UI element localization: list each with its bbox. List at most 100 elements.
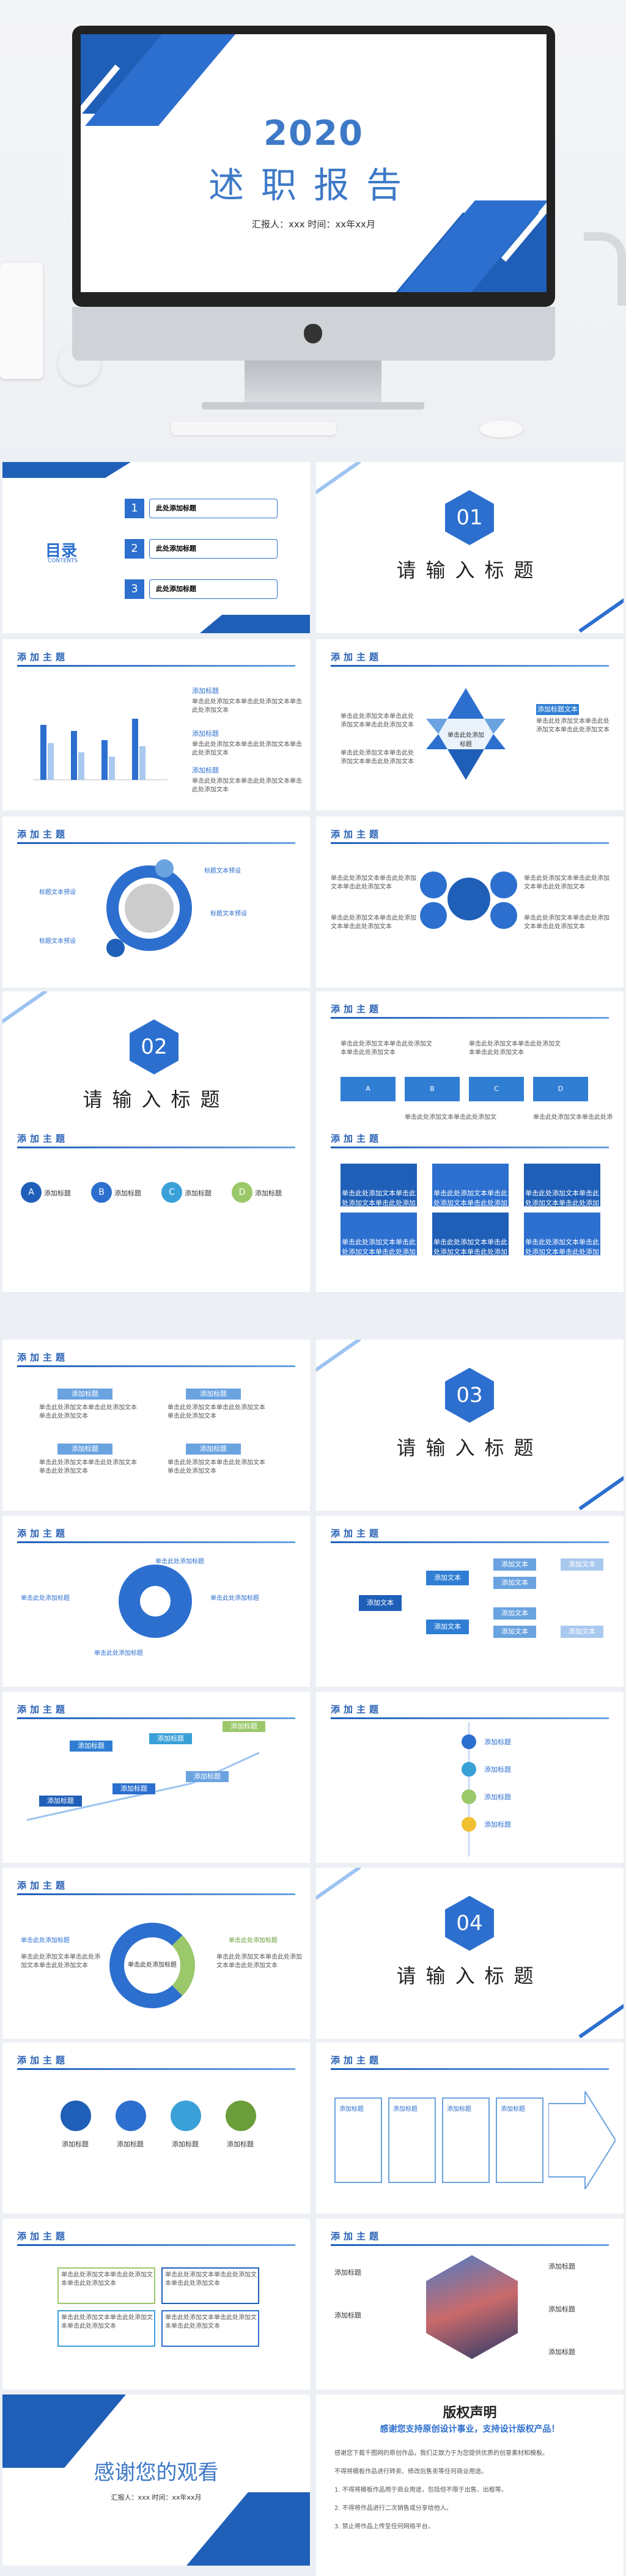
label-add-title: 添加标题 xyxy=(255,1189,282,1197)
slide-header: 添加主题 xyxy=(331,2231,383,2242)
header-line xyxy=(17,1365,295,1367)
monitor-screen: 2020 述职报告 汇报人：xxx 时间：xx年xx月 xyxy=(81,34,547,292)
tree-leaf: 添加文本 xyxy=(493,1607,536,1620)
label-click-add: 单击此处添加标题 xyxy=(155,1558,204,1565)
keyboard-image xyxy=(171,422,336,435)
header-line xyxy=(331,2244,609,2246)
header-line xyxy=(331,1017,609,1019)
label-add-title: 添加标题 xyxy=(447,2106,471,2113)
label-click-add: 单击此处添加标题 xyxy=(21,1937,70,1944)
header-line xyxy=(331,1541,609,1543)
feature-icon xyxy=(171,2101,201,2131)
tree-root: 添加文本 xyxy=(359,1595,402,1611)
section-number: 04 xyxy=(445,1896,494,1951)
card-title: 添加标题 xyxy=(57,1389,112,1400)
body-text: 单击此处添加文本单击此处添加文本单击此处添加文本 xyxy=(341,713,414,728)
label-add-title: 添加标题 xyxy=(501,2106,525,2113)
slide-header: 添加主题 xyxy=(331,1528,383,1539)
stage-title: 添加标题 xyxy=(112,1783,155,1794)
node xyxy=(420,902,447,929)
label-add-title: 添加标题 xyxy=(192,766,219,774)
body-text: 单击此处添加文本单击此处添加文本单击此处添加文本 xyxy=(168,1459,265,1475)
toc-label: 此处添加标题 xyxy=(149,539,278,559)
label-add-title: 添加标题 xyxy=(339,2106,364,2113)
slide-header: 添加主题 xyxy=(17,1880,69,1891)
process-card xyxy=(442,2097,490,2183)
slide-ring-diagram: 添加主题 标题文本预设 标题文本预设 标题文本预设 标题文本预设 xyxy=(2,816,310,988)
tree-leaf: 添加文本 xyxy=(561,1626,603,1638)
label-add-title: 添加标题 xyxy=(548,2348,575,2356)
slide-header: 添加主题 xyxy=(17,2231,69,2242)
header-line xyxy=(331,1147,609,1148)
bar-chart xyxy=(33,719,168,780)
section-number: 02 xyxy=(130,1019,179,1074)
label-click-add: 单击此处添加标题 xyxy=(210,1595,259,1602)
slide-vertical-steps: 添加主题 添加标题 添加标题 添加标题 添加标题 xyxy=(316,1692,624,1863)
hero-year: 2020 xyxy=(263,114,364,153)
toc-num: 2 xyxy=(125,539,144,559)
copyright-subtitle: 感谢您支持原创设计事业，支持设计版权产品！ xyxy=(380,2424,560,2434)
label-add-title: 添加标题 xyxy=(192,687,219,695)
body-text: 单击此处添加文本单击此处添加文本单击此处添加文本 xyxy=(165,2314,257,2330)
toc-label: 此处添加标题 xyxy=(149,579,278,599)
copyright-line: 不得将模板作品进行转卖、修改后售卖等任何商业用途。 xyxy=(334,2468,487,2475)
slide-header: 添加主题 xyxy=(17,651,69,662)
slide-node-diagram: 添加主题 单击此处添加文本单击此处添加文本单击此处添加文本 单击此处添加文本单击… xyxy=(316,816,624,988)
star-diagram xyxy=(426,688,506,780)
tree-leaf: 添加文本 xyxy=(493,1558,536,1571)
slide-copyright: 版权声明 感谢您支持原创设计事业，支持设计版权产品！ 感谢您下载千图网的原创作品… xyxy=(316,2394,624,2576)
header-line xyxy=(331,2068,609,2070)
monitor-frame: 2020 述职报告 汇报人：xxx 时间：xx年xx月 xyxy=(72,26,555,307)
slide-cards: 添加主题 添加标题 添加标题 添加标题 添加标题 单击此处添加文本单击此处添加文… xyxy=(2,1340,310,1511)
slide-timeline: 添加主题 添加标题 添加标题 添加标题 添加标题 添加标题 添加标题 xyxy=(2,1692,310,1863)
label-click-add: 单击此处添加标题 xyxy=(94,1650,143,1657)
apple-logo-icon xyxy=(304,324,322,343)
section-title: 请输入标题 xyxy=(83,1088,230,1111)
section-title: 请输入标题 xyxy=(396,1964,543,1987)
decor-stripe xyxy=(316,1868,361,1901)
label-text: 标题文本预设 xyxy=(204,868,241,875)
decor-stripe xyxy=(578,598,624,633)
body-text: 单击此处添加文本单击此处添加文本单击此处添加文本 xyxy=(61,2272,153,2287)
decor-stripe xyxy=(578,2003,624,2039)
thanks-title: 感谢您的观看 xyxy=(94,2460,219,2485)
hero-section: 2020 述职报告 汇报人：xxx 时间：xx年xx月 xyxy=(0,0,626,446)
decor-stripe xyxy=(316,462,361,495)
stage-title: 添加标题 xyxy=(223,1721,265,1732)
body-text: 单击此处添加文本单击此处添加文本单击此处添加文本 xyxy=(341,1041,432,1056)
slide-header: 添加主题 xyxy=(331,651,383,662)
label-add-title: 添加标题 xyxy=(334,2269,361,2277)
photo-image xyxy=(426,2255,518,2359)
slide-header: 添加主题 xyxy=(331,1133,383,1144)
label-text: 标题文本预设 xyxy=(39,938,76,945)
label-click-add: 单击此处添加标题 xyxy=(229,1937,278,1944)
slide-cycle: 添加主题 单击此处添加标题 单击此处添加标题 单击此处添加标题 单击此处添加文本… xyxy=(2,1868,310,2039)
slide-puzzle: 添加主题 单击此处添加标题 单击此处添加标题 单击此处添加标题 单击此处添加标题 xyxy=(2,1516,310,1687)
label-add-title: 添加标题 xyxy=(185,1189,212,1197)
body-text: 单击此处添加文本单击此处添加文本单击此处添加文本 xyxy=(469,1041,561,1056)
toc-subtitle: CONTENTS xyxy=(48,558,78,564)
node xyxy=(490,872,517,898)
header-line xyxy=(17,1717,295,1719)
header-line xyxy=(331,665,609,667)
label-add-title: 添加标题 xyxy=(484,1738,511,1746)
copyright-line: 3. 禁止将作品上传至任何网络平台。 xyxy=(334,2523,434,2530)
label-add-title: 添加标题 xyxy=(62,2140,89,2148)
node xyxy=(420,872,447,898)
stage-title: 添加标题 xyxy=(39,1796,82,1807)
card-title: 添加标题 xyxy=(186,1444,241,1455)
body-text: 单击此处添加文本单击此处添加文本单击此处添加文本 xyxy=(536,718,609,733)
box-b: B xyxy=(405,1077,460,1101)
slide-compare: 添加主题 单击此处添加文本单击此处添加文本单击此处添加文本 单击此处添加文本单击… xyxy=(2,2218,310,2390)
compare-box xyxy=(161,2310,259,2347)
body-text: 单击此处添加文本单击此处添加文本单击此处添加文本 xyxy=(39,1404,137,1420)
section-number: 03 xyxy=(445,1368,494,1423)
stage-title: 添加标题 xyxy=(186,1771,229,1782)
slide-header: 添加主题 xyxy=(17,1133,69,1144)
step-dot xyxy=(462,1817,476,1832)
toc-num: 1 xyxy=(125,499,144,518)
label-add-title: 添加标题 xyxy=(393,2106,418,2113)
slide-header: 添加主题 xyxy=(17,1528,69,1539)
ring-center xyxy=(125,884,174,933)
process-card xyxy=(334,2097,382,2183)
